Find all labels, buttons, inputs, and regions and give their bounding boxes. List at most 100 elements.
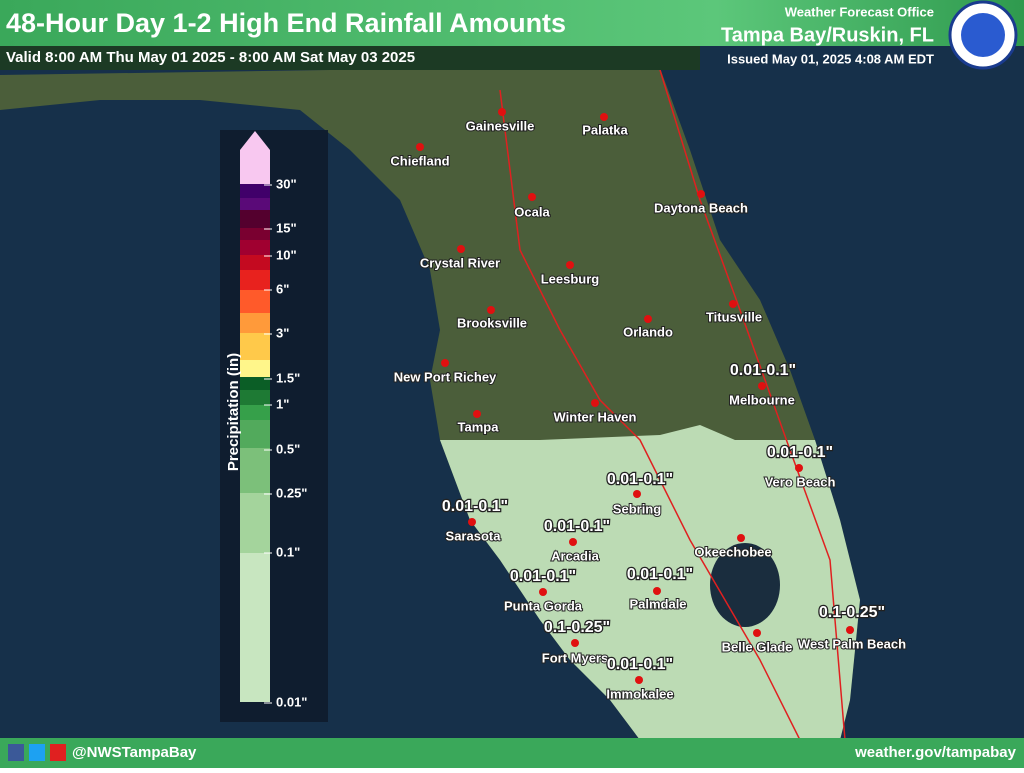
legend-label: 0.25" bbox=[276, 485, 307, 500]
amount-label: 0.01-0.1" bbox=[607, 471, 673, 488]
city-dot bbox=[600, 113, 608, 121]
forecast-area bbox=[440, 425, 860, 740]
city-label: New Port Richey bbox=[394, 369, 497, 384]
legend-arrow bbox=[240, 131, 270, 150]
city-dot bbox=[473, 410, 481, 418]
city-dot bbox=[569, 538, 577, 546]
city-dot bbox=[498, 108, 506, 116]
city-label: West Palm Beach bbox=[798, 636, 906, 651]
legend-swatch bbox=[240, 150, 270, 184]
legend-swatch bbox=[240, 405, 270, 420]
city-dot bbox=[737, 534, 745, 542]
amount-label: 0.1-0.25" bbox=[544, 619, 610, 636]
nws-logo-inner bbox=[961, 13, 1005, 57]
city-dot bbox=[758, 382, 766, 390]
city-dot bbox=[539, 588, 547, 596]
city-label: Orlando bbox=[623, 324, 673, 339]
city-dot bbox=[753, 629, 761, 637]
city-dot bbox=[846, 626, 854, 634]
legend-label: 30" bbox=[276, 176, 297, 191]
city-label: Sarasota bbox=[446, 528, 502, 543]
legend-swatch bbox=[240, 493, 270, 553]
amount-label: 0.01-0.1" bbox=[442, 498, 508, 515]
legend-swatch bbox=[240, 553, 270, 702]
legend-swatch bbox=[240, 255, 270, 270]
youtube-icon bbox=[50, 744, 66, 761]
issued: Issued May 01, 2025 4:08 AM EDT bbox=[727, 51, 934, 66]
amount-label: 0.01-0.1" bbox=[767, 444, 833, 461]
legend-swatch bbox=[240, 228, 270, 240]
header-bar bbox=[0, 0, 1024, 46]
legend-swatch bbox=[240, 270, 270, 290]
city-dot bbox=[795, 464, 803, 472]
city-label: Palatka bbox=[582, 122, 628, 137]
legend-swatch bbox=[240, 448, 270, 493]
city-label: Sebring bbox=[613, 501, 661, 516]
legend-swatch bbox=[240, 390, 270, 405]
legend-swatch bbox=[240, 420, 270, 448]
amount-label: 0.01-0.1" bbox=[730, 362, 796, 379]
legend-swatch bbox=[240, 184, 270, 198]
amount-label: 0.01-0.1" bbox=[607, 656, 673, 673]
amount-label: 0.01-0.1" bbox=[627, 566, 693, 583]
city-dot bbox=[644, 315, 652, 323]
city-dot bbox=[633, 490, 641, 498]
office: Tampa Bay/Ruskin, FL bbox=[721, 24, 934, 46]
valid: Valid 8:00 AM Thu May 01 2025 - 8:00 AM … bbox=[6, 49, 415, 66]
url: weather.gov/tampabay bbox=[854, 744, 1017, 761]
valid-bar bbox=[0, 46, 700, 70]
city-label: Okeechobee bbox=[694, 544, 771, 559]
city-label: Chiefland bbox=[390, 153, 449, 168]
legend-bar bbox=[240, 131, 270, 702]
city-label: Brooksville bbox=[457, 315, 527, 330]
city-label: Titusville bbox=[706, 309, 762, 324]
footer-bar bbox=[0, 738, 1024, 768]
legend-swatch bbox=[240, 313, 270, 333]
city-dot bbox=[528, 193, 536, 201]
city-dot bbox=[566, 261, 574, 269]
city-label: Daytona Beach bbox=[654, 200, 748, 215]
city-label: Leesburg bbox=[541, 271, 600, 286]
legend-label: 3" bbox=[276, 325, 289, 340]
legend-swatch bbox=[240, 240, 270, 255]
legend-label: 6" bbox=[276, 281, 289, 296]
twitter-icon bbox=[29, 744, 45, 761]
amount-label: 0.01-0.1" bbox=[510, 568, 576, 585]
lake-okeechobee bbox=[710, 543, 780, 627]
city-label: Punta Gorda bbox=[504, 598, 583, 613]
city-label: Ocala bbox=[514, 204, 550, 219]
facebook-icon bbox=[8, 744, 24, 761]
legend-label: 0.5" bbox=[276, 441, 300, 456]
legend-label: 1.5" bbox=[276, 370, 300, 385]
amount-label: 0.1-0.25" bbox=[819, 604, 885, 621]
title: 48-Hour Day 1-2 High End Rainfall Amount… bbox=[6, 8, 566, 38]
amount-label: 0.01-0.1" bbox=[544, 518, 610, 535]
city-dot bbox=[487, 306, 495, 314]
legend-label: 0.1" bbox=[276, 544, 300, 559]
office-line: Weather Forecast Office bbox=[785, 4, 934, 19]
city-dot bbox=[468, 518, 476, 526]
city-label: Vero Beach bbox=[765, 474, 836, 489]
city-dot bbox=[591, 399, 599, 407]
city-label: Palmdale bbox=[629, 596, 686, 611]
city-label: Crystal River bbox=[420, 255, 500, 270]
highway bbox=[499, 89, 801, 741]
legend-label: 0.01" bbox=[276, 694, 307, 709]
city-dot bbox=[729, 300, 737, 308]
legend-label: 15" bbox=[276, 220, 297, 235]
legend-swatch bbox=[240, 210, 270, 228]
city-label: Immokalee bbox=[606, 686, 673, 701]
legend-label: 10" bbox=[276, 247, 297, 262]
city-label: Winter Haven bbox=[554, 409, 637, 424]
city-dot bbox=[441, 359, 449, 367]
city-dot bbox=[697, 190, 705, 198]
city-label: Tampa bbox=[458, 419, 500, 434]
legend-swatch bbox=[240, 333, 270, 360]
city-label: Belle Glade bbox=[722, 639, 793, 654]
legend-swatch bbox=[240, 198, 270, 210]
city-dot bbox=[653, 587, 661, 595]
legend-swatch bbox=[240, 377, 270, 390]
city-label: Fort Myers bbox=[542, 650, 608, 665]
legend-swatch bbox=[240, 290, 270, 313]
